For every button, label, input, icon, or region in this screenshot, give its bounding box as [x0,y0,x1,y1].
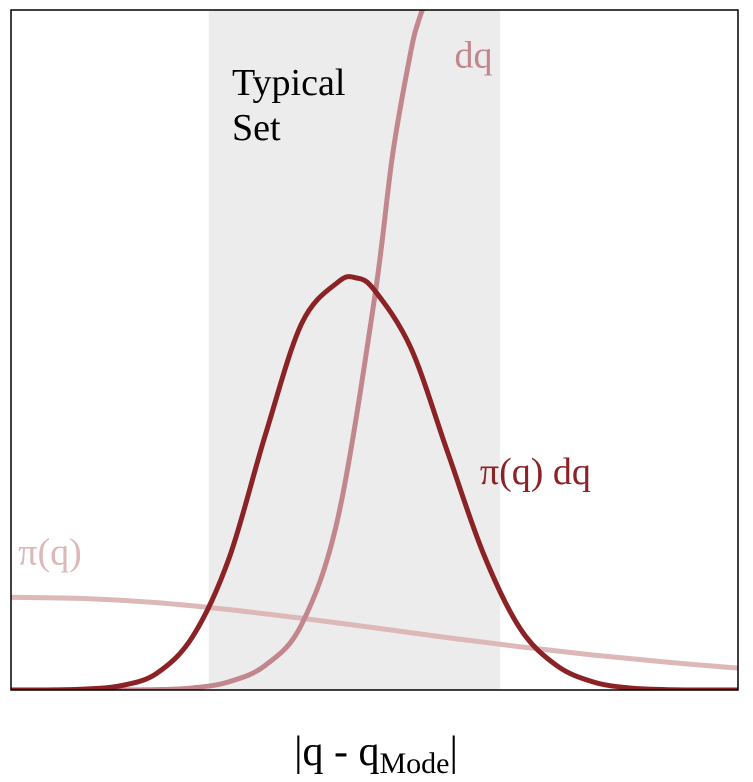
series-line-pi-q [11,594,738,671]
series-label-pi-q-dq: π(q) dq [480,451,591,493]
x-axis-label: |q - qMode| [294,729,458,780]
series-label-dq: dq [454,35,492,77]
typical-set-region [208,10,501,690]
series-line-pi-q-dq [11,274,738,690]
plot-area [10,9,739,691]
plot-frame [10,9,739,691]
series-label-pi-q: π(q) [18,531,82,573]
x-axis-label-suffix: | [449,729,457,775]
x-axis-label-subscript: Mode [379,747,449,780]
typical-set-label-line2: Set [232,107,281,149]
typical-set-label: Typical Set [232,62,345,149]
x-axis-label-main: |q - q [294,729,379,775]
typical-set-label-line1: Typical [232,62,345,104]
